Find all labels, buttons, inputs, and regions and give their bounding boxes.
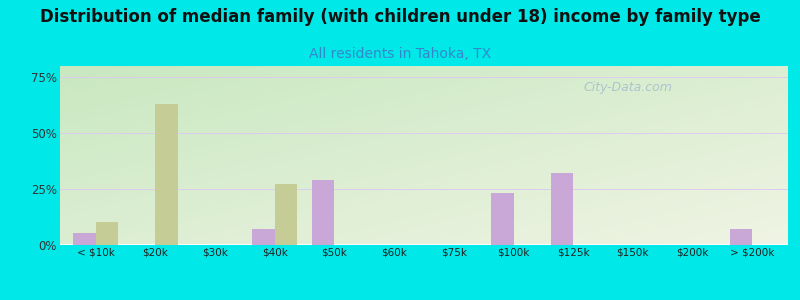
- Text: All residents in Tahoka, TX: All residents in Tahoka, TX: [309, 46, 491, 61]
- Bar: [550, 173, 573, 244]
- Text: Distribution of median family (with children under 18) income by family type: Distribution of median family (with chil…: [40, 8, 760, 26]
- Text: City-Data.com: City-Data.com: [583, 81, 672, 94]
- Bar: [252, 229, 275, 244]
- Bar: [491, 193, 514, 244]
- Bar: [73, 233, 96, 244]
- Bar: [312, 180, 334, 244]
- Bar: [275, 184, 298, 244]
- Bar: [730, 229, 752, 244]
- Bar: [96, 222, 118, 244]
- Bar: [155, 104, 178, 244]
